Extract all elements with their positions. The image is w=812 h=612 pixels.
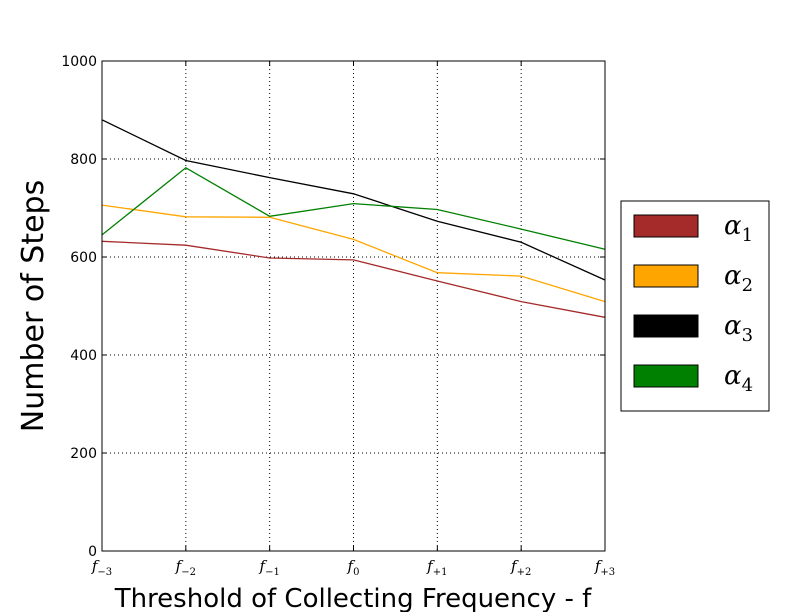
- legend-label: α3: [724, 311, 753, 346]
- y-tick-label: 1000: [61, 54, 97, 70]
- series-lines: [101, 119, 606, 318]
- legend-swatch: [633, 214, 699, 238]
- x-tick-label: f−3: [91, 557, 112, 578]
- legend-swatch: [633, 314, 699, 338]
- legend-swatch: [633, 264, 699, 288]
- y-axis-label: Number of Steps: [16, 180, 51, 432]
- legend-label: α1: [724, 211, 753, 246]
- x-axis-label: Threshold of Collecting Frequency - f: [114, 584, 592, 612]
- x-tick-label: f−1: [259, 557, 280, 578]
- y-tick-label: 0: [88, 544, 97, 560]
- x-tick-label: f+2: [510, 557, 531, 578]
- legend: α1 α2 α3 α4: [620, 200, 770, 412]
- x-tick-label: f+1: [426, 557, 447, 578]
- series-line-α2: [101, 204, 606, 303]
- y-tick-label: 400: [70, 348, 97, 364]
- x-tick-label: f+3: [594, 557, 615, 578]
- series-line-α4: [101, 167, 606, 250]
- grid-lines: [102, 61, 605, 551]
- legend-label: α4: [724, 361, 753, 396]
- y-tick-label: 800: [70, 152, 97, 168]
- series-line-α1: [101, 240, 606, 318]
- y-tick-label: 200: [70, 446, 97, 462]
- axis-ticks: 0 200 400 600 800 1000 f−3 f−2 f−1 f0 f+1 f+2 f+3: [61, 54, 615, 578]
- x-tick-label: f0: [347, 557, 360, 578]
- legend-label: α2: [724, 261, 753, 296]
- x-tick-label: f−2: [175, 557, 196, 578]
- series-line-α3: [101, 119, 606, 281]
- legend-swatch: [633, 364, 699, 388]
- y-tick-label: 600: [70, 250, 97, 266]
